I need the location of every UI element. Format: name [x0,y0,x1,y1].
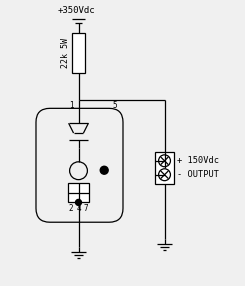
Circle shape [75,199,82,205]
Text: +350Vdc: +350Vdc [58,6,95,15]
Text: 7: 7 [84,204,88,213]
Text: 22k 5W: 22k 5W [61,38,70,68]
Bar [155,152,174,184]
Text: 1: 1 [69,102,74,110]
Bar [68,183,89,202]
Text: + 150Vdc: + 150Vdc [177,156,219,165]
Text: 5: 5 [112,102,117,110]
Circle shape [159,169,171,181]
Bar [72,33,86,73]
Circle shape [100,166,108,174]
Text: - OUTPUT: - OUTPUT [177,170,219,179]
Circle shape [159,155,171,167]
Text: 4: 4 [76,204,81,213]
Text: 2: 2 [69,204,73,213]
